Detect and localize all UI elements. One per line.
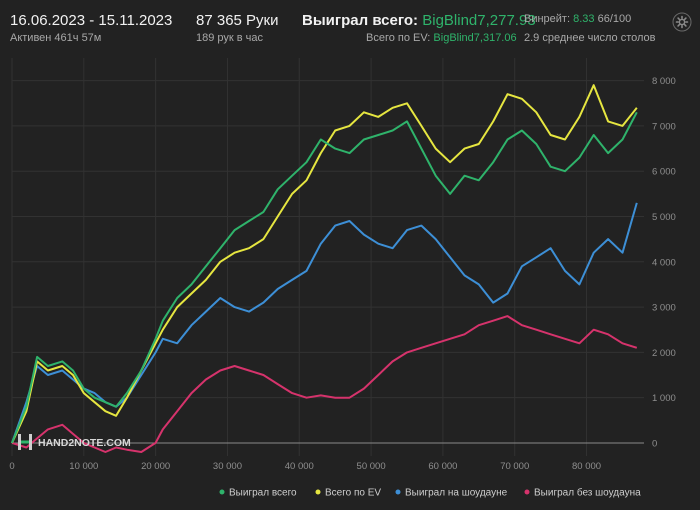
- winrate-unit: 66/100: [597, 13, 632, 25]
- ev-total-label: Всего по EV:: [366, 32, 431, 44]
- y-tick-label: 5 000: [652, 212, 676, 223]
- series-line: [11, 315, 638, 453]
- legend-item[interactable]: Выиграл на шоудауне: [395, 488, 508, 499]
- series-line: [11, 111, 638, 444]
- stats-header: 16.06.2023 - 15.11.2023 Активен 461ч 57м…: [0, 0, 700, 50]
- chart-series: [11, 84, 638, 453]
- y-tick-label: 4 000: [652, 257, 676, 268]
- gear-icon[interactable]: [672, 12, 692, 32]
- x-axis-ticks: 0 10 000 20 000 30 000 40 000 50 000 60 000 70 …: [9, 461, 601, 472]
- active-time: Активен 461ч 57м: [10, 32, 102, 44]
- avg-tables: 2.9 среднее число столов: [524, 32, 656, 44]
- x-tick-label: 0: [9, 461, 14, 472]
- ev-total-value: BigBlind7,317.06: [433, 32, 517, 44]
- h2n-logo: HAND2NOTE.COM: [18, 434, 131, 450]
- series-line: [11, 202, 638, 444]
- series-line: [11, 84, 638, 444]
- x-tick-label: 40 000: [285, 461, 314, 472]
- legend-label: Выиграл без шоудауна: [534, 487, 641, 499]
- winrate-label: Винрейт:: [524, 13, 571, 25]
- legend-marker: [395, 489, 401, 495]
- y-tick-label: 8 000: [652, 76, 676, 87]
- y-tick-label: 6 000: [652, 167, 676, 178]
- x-tick-label: 60 000: [428, 461, 457, 472]
- legend-marker: [524, 489, 530, 495]
- logo-text: HAND2NOTE.COM: [38, 437, 131, 449]
- legend-item[interactable]: Всего по EV: [315, 488, 382, 499]
- y-tick-label: 0: [652, 438, 657, 449]
- x-tick-label: 70 000: [500, 461, 529, 472]
- x-tick-label: 30 000: [213, 461, 242, 472]
- legend-label: Выиграл всего: [229, 488, 297, 499]
- winrate: Винрейт: 8.33 66/100: [524, 13, 631, 25]
- won-total: Выиграл всего: BigBlind7,277.93: [302, 12, 536, 29]
- chart-grid: [11, 58, 644, 456]
- won-total-label: Выиграл всего:: [302, 12, 419, 29]
- legend-marker: [219, 489, 225, 495]
- y-axis-ticks: 0 1 000 2 000 3 000 4 000 5 000 6 000 7 000 8 00…: [652, 76, 676, 449]
- h2n-logo-icon: [18, 434, 32, 450]
- winrate-value: 8.33: [573, 13, 595, 25]
- x-tick-label: 20 000: [141, 461, 170, 472]
- legend-item[interactable]: Выиграл всего: [219, 488, 298, 499]
- x-tick-label: 50 000: [357, 461, 386, 472]
- y-tick-label: 3 000: [652, 303, 676, 314]
- legend-marker: [315, 489, 321, 495]
- y-tick-label: 1 000: [652, 393, 676, 404]
- chart-legend: Выиграл всего Всего по EV Выиграл на шоуда…: [219, 487, 642, 499]
- hands-count: 87 365 Руки: [196, 12, 279, 29]
- date-range: 16.06.2023 - 15.11.2023: [10, 12, 173, 29]
- x-tick-label: 80 000: [572, 461, 601, 472]
- ev-total: Всего по EV: BigBlind7,317.06: [366, 32, 517, 44]
- y-tick-label: 2 000: [652, 348, 676, 359]
- legend-label: Всего по EV: [325, 488, 381, 499]
- y-tick-label: 7 000: [652, 121, 676, 132]
- legend-label: Выиграл на шоудауне: [405, 488, 508, 499]
- legend-item[interactable]: Выиграл без шоудауна: [524, 487, 642, 499]
- won-total-value: BigBlind7,277.93: [422, 12, 536, 29]
- x-tick-label: 10 000: [69, 461, 98, 472]
- hands-per-hour: 189 рук в час: [196, 32, 264, 44]
